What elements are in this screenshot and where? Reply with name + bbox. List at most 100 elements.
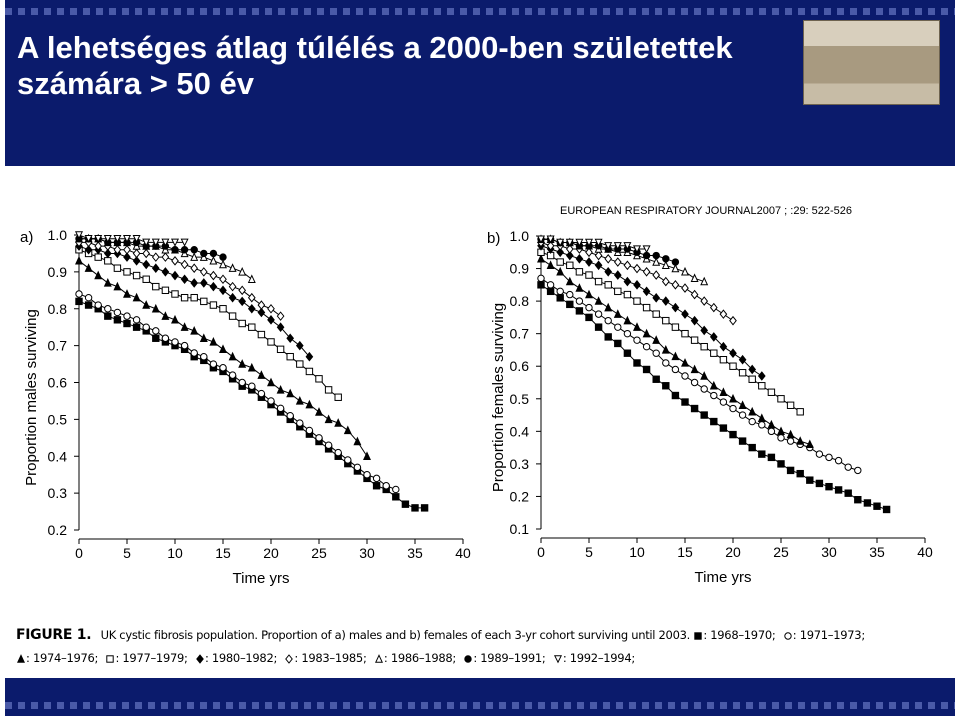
x-tick-label: 25 [773,544,789,560]
marker [652,335,661,344]
marker [190,325,199,335]
legend-marker [17,653,25,663]
marker [334,393,342,401]
marker [681,398,689,406]
marker [122,234,132,244]
marker [575,238,584,247]
marker [575,283,584,292]
marker [75,290,83,298]
marker [642,328,651,338]
marker [690,315,699,326]
legend-marker [196,653,204,664]
chart: 0.1 0.2 0.3 0.4 0.5 0.6 0.7 0.8 0.9 1.0 0 5 10 15 20 25… [487,228,933,586]
marker [662,359,670,367]
marker [710,391,718,400]
marker [94,234,103,244]
marker [758,450,766,458]
marker [671,263,680,273]
marker [295,396,304,405]
marker [324,414,333,424]
marker [219,259,227,269]
marker [411,504,419,512]
x-tick-label: 40 [455,545,471,561]
marker [652,270,661,280]
legend-label: 1983–1985 [294,651,366,665]
marker [825,453,833,462]
marker [334,418,343,427]
marker [200,297,208,306]
marker [74,231,84,240]
marker [738,369,747,377]
marker [632,245,642,254]
marker [671,302,680,313]
marker [614,287,622,296]
marker [161,286,170,295]
marker [276,322,285,332]
marker [199,278,208,288]
marker [324,386,333,394]
marker [151,252,160,262]
marker [748,443,756,452]
marker [209,360,218,368]
marker [209,255,218,265]
marker [613,270,622,280]
x-tick-label: 20 [263,545,279,561]
marker [594,310,603,318]
marker [171,246,179,254]
marker [623,260,632,271]
y-tick-label: 0.1 [510,521,530,537]
photo [803,20,940,105]
marker [623,290,632,299]
marker [170,238,180,247]
marker [662,255,670,263]
legend-label: 1971–1973 [793,628,865,642]
legend-entry: 1989–1991 [463,651,545,665]
marker [305,399,314,409]
marker [863,499,872,507]
marker [719,341,728,352]
marker [633,297,641,305]
marker [200,352,208,361]
marker [257,370,266,379]
marker [757,371,766,381]
marker [585,257,593,267]
y-tick-label: 0.9 [510,261,530,277]
marker [738,411,747,419]
marker [796,436,805,445]
y-tick-label: 0.3 [48,485,68,501]
marker [642,267,651,277]
marker [757,413,766,423]
marker [142,300,151,309]
marker [873,502,881,510]
marker [777,460,785,468]
marker [161,252,170,262]
x-tick-label: 25 [311,545,327,561]
marker [276,345,285,354]
marker [151,303,160,313]
marker [180,341,189,350]
y-tick-label: 0.2 [510,488,530,504]
marker [729,430,737,439]
caption-label: FIGURE 1. [16,627,92,643]
x-tick-label: 35 [407,545,423,561]
marker [315,375,323,383]
marker [594,277,603,286]
marker [825,482,833,491]
marker [719,424,728,432]
panel-label: a) [20,229,33,246]
marker [267,397,275,405]
marker [623,349,632,357]
marker [113,281,122,291]
marker [700,276,709,286]
marker [844,463,852,471]
marker [247,303,256,314]
series-line [79,241,281,317]
x-tick-label: 15 [677,544,693,560]
marker [372,482,381,490]
marker [786,429,795,439]
marker [392,493,400,501]
y-axis-label: Proportion females surviving [490,303,507,492]
marker [106,654,115,663]
marker [209,281,218,292]
marker [882,505,891,514]
